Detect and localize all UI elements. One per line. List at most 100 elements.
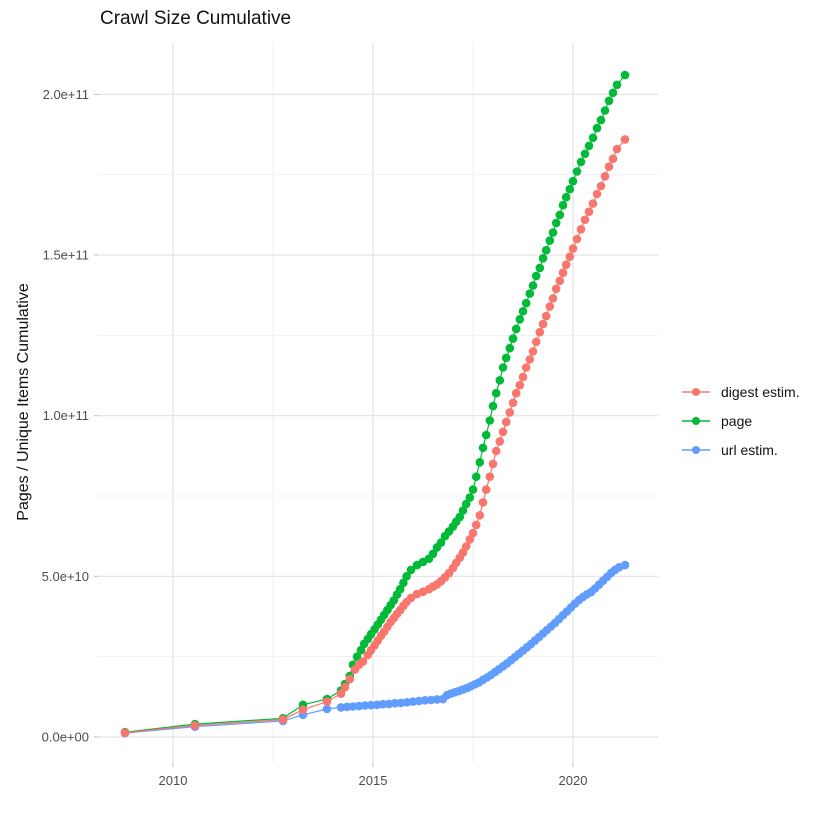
legend-key-icon [682, 417, 710, 425]
data-point-page [455, 512, 465, 522]
data-point-digest-estim- [461, 542, 471, 551]
data-point-page [572, 167, 582, 176]
data-point-page [505, 343, 515, 353]
data-point-digest-estim- [555, 276, 565, 286]
data-point-page [608, 88, 618, 98]
data-point-digest-estim- [608, 154, 618, 163]
data-point-digest-estim- [475, 511, 485, 520]
y-tick-label: 0.0e+00 [42, 729, 89, 744]
data-point-page [515, 315, 525, 324]
legend-label: page [721, 413, 753, 429]
data-point-page [458, 506, 468, 515]
data-point-page [551, 218, 561, 228]
data-point-digest-estim- [501, 417, 511, 427]
data-point-digest-estim- [561, 260, 571, 270]
data-point-page [531, 271, 541, 281]
legend-label: digest estim. [721, 384, 800, 400]
y-axis-title: Pages / Unique Items Cumulative [15, 283, 32, 521]
legend: digest estim. page url estim. [680, 382, 800, 460]
data-point-page [399, 578, 408, 588]
data-point-page [561, 192, 571, 202]
x-tick-label: 2020 [559, 773, 588, 788]
data-point-page [535, 263, 545, 273]
data-point-digest-estim- [592, 189, 602, 199]
data-point-digest-estim- [278, 715, 288, 724]
data-point-page [498, 363, 508, 372]
data-point-page [402, 572, 411, 581]
data-point-page [518, 307, 528, 316]
data-point-digest-estim- [322, 697, 332, 706]
data-point-digest-estim- [528, 347, 538, 356]
data-point-page [481, 430, 491, 440]
data-point-digest-estim- [471, 520, 481, 530]
data-point-digest-estim- [558, 268, 568, 278]
data-point-digest-estim- [515, 380, 525, 390]
legend-entry-digest-estim-: digest estim. [680, 382, 800, 402]
data-point-page [558, 200, 568, 210]
data-point-digest-estim- [488, 459, 498, 469]
data-point-digest-estim- [511, 388, 521, 398]
data-point-page [580, 149, 590, 159]
data-point-digest-estim- [508, 398, 518, 408]
data-point-digest-estim- [485, 472, 495, 482]
data-point-page [356, 645, 366, 655]
data-point-digest-estim- [596, 181, 606, 191]
data-point-digest-estim- [572, 234, 582, 244]
data-point-page [428, 549, 438, 559]
data-point-page [485, 416, 495, 425]
data-point-digest-estim- [548, 294, 558, 303]
data-point-digest-estim- [600, 172, 610, 181]
data-point-digest-estim- [588, 199, 598, 208]
data-point-page [568, 176, 578, 186]
data-point-digest-estim- [521, 363, 531, 372]
data-point-page [584, 141, 594, 151]
data-point-page [548, 228, 558, 237]
data-point-digest-estim- [465, 535, 475, 544]
data-point-digest-estim- [495, 437, 505, 446]
data-point-digest-estim- [525, 355, 535, 364]
data-point-page [511, 324, 521, 334]
y-tick-label: 1.0e+11 [43, 408, 89, 423]
x-tick-label: 2010 [159, 773, 188, 788]
data-point-digest-estim- [538, 319, 548, 329]
data-point-page [352, 652, 362, 661]
x-tick-label: 2015 [359, 773, 388, 788]
data-point-digest-estim- [604, 162, 614, 171]
data-point-digest-estim- [505, 408, 515, 417]
y-tick-label: 2.0e+11 [43, 87, 89, 102]
data-point-url-estim- [322, 704, 332, 714]
data-point-page [465, 493, 475, 502]
data-point-digest-estim- [565, 252, 575, 261]
data-point-page [588, 133, 598, 143]
data-point-page [471, 472, 481, 482]
data-point-page [478, 443, 488, 453]
data-point-page [501, 353, 511, 363]
data-point-digest-estim- [580, 215, 590, 224]
data-point-page [604, 96, 614, 106]
data-point-digest-estim- [584, 207, 594, 216]
data-point-page [406, 565, 416, 575]
data-point-digest-estim- [340, 682, 350, 692]
legend-label: url estim. [721, 442, 778, 458]
data-point-digest-estim- [620, 135, 630, 144]
data-point-page [491, 388, 501, 398]
data-point-digest-estim- [120, 728, 130, 738]
data-point-page [521, 298, 531, 308]
data-point-page [436, 538, 446, 547]
data-point-page [592, 123, 602, 133]
data-point-page [538, 253, 548, 263]
data-point-page [565, 184, 575, 194]
data-point-url-estim- [620, 560, 630, 570]
data-point-page [541, 245, 551, 255]
data-point-page [555, 210, 565, 220]
data-point-digest-estim- [518, 372, 528, 382]
data-point-digest-estim- [491, 446, 501, 456]
legend-entry-page: page [680, 411, 800, 431]
data-point-page [475, 458, 485, 467]
data-point-page [620, 70, 630, 80]
data-point-digest-estim- [481, 485, 491, 494]
y-tick-label: 5.0e+10 [42, 569, 89, 584]
data-point-digest-estim- [576, 225, 586, 234]
data-point-digest-estim- [545, 302, 555, 311]
